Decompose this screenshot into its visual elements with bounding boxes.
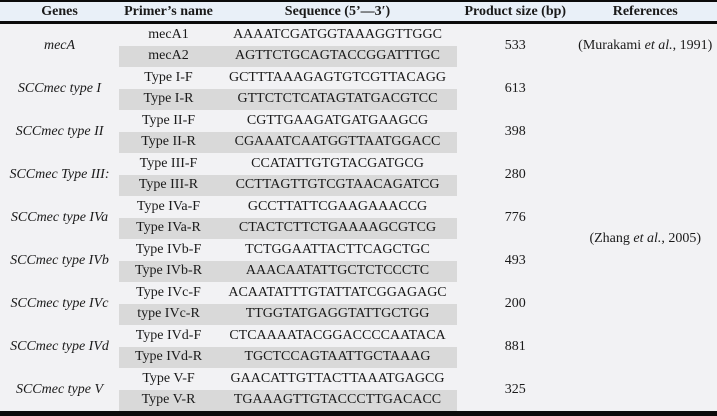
table-top-rule — [0, 0, 717, 2]
table-body: mecA mecA1 AAAATCGATGGTAAAGGTTGGC 533 (Murak… — [0, 24, 717, 411]
product-size-cell: 325 — [504, 381, 526, 397]
column-header-references: References — [573, 2, 717, 24]
sequence-cell: GAACATTGTTACTTAAATGAGCG — [230, 370, 445, 386]
table-row: Type I-R GTTCTCTCATAGTATGACGTCC — [0, 88, 717, 110]
product-size-cell: 493 — [504, 252, 526, 268]
product-size-cell: 200 — [504, 295, 526, 311]
sequence-cell: GTTCTCTCATAGTATGACGTCC — [218, 88, 457, 110]
product-size-cell: 398 — [504, 123, 526, 139]
primer-name-cell: Type II-F — [141, 112, 196, 128]
primer-name-cell: Type III-F — [139, 155, 198, 171]
product-size-cell: 280 — [504, 166, 526, 182]
gene-cell: SCCmec type IVa — [10, 209, 109, 225]
gene-cell: SCCmec type II — [15, 123, 104, 139]
column-header-product-size: Product size (bp) — [457, 2, 574, 24]
primer-name-cell: Type III-R — [119, 174, 218, 196]
primer-name-cell: Type IVb-R — [119, 260, 218, 282]
primer-name-cell: mecA1 — [148, 26, 189, 42]
gene-cell: SCCmec Type III: — [9, 166, 110, 182]
sequence-cell: GCTTTAAAGAGTGTCGTTACAGG — [228, 69, 447, 85]
table-row: SCCmec Type III: Type III-F CCATATTGTGTACG… — [0, 153, 717, 182]
gene-cell: SCCmec type V — [15, 381, 104, 397]
primer-name-cell: mecA2 — [119, 45, 218, 67]
gene-cell: SCCmec type IVb — [10, 252, 109, 268]
column-header-primer-name: Primer’s name — [119, 2, 218, 24]
sequence-cell: TGCTCCAGTAATTGCTAAAG — [218, 346, 457, 368]
sequence-cell: ACAATATTTGTATTATCGGAGAGC — [228, 284, 447, 300]
column-header-genes: Genes — [0, 2, 119, 24]
table-bottom-rule — [0, 411, 717, 416]
sequence-cell: CGTTGAAGATGATGAAGCG — [246, 112, 429, 128]
sequence-cell: TGAAAGTTGTACCCTTGACACC — [218, 389, 457, 411]
sequence-cell: TTGGTATGAGGTATTGCTGG — [218, 303, 457, 325]
reference-etal: et al. — [633, 231, 662, 246]
table-row: SCCmec type V Type V-F GAACATTGTTACTTAAATG… — [0, 368, 717, 397]
primer-name-cell: Type I-F — [144, 69, 193, 85]
reference-text: (Zhang — [589, 231, 634, 246]
header-underline-rule — [0, 21, 717, 24]
table-row: Type II-R CGAAATCAATGGTTAATGGACC — [0, 131, 717, 153]
reference-year: , 2005) — [661, 231, 702, 246]
table-row: Type IVb-R AAACAATATTGCTCTCCCTC — [0, 260, 717, 282]
primer-name-cell: Type V-F — [142, 370, 195, 386]
header-row: Genes Primer’s name Sequence (5’—3′) Pro… — [0, 2, 717, 24]
column-header-sequence: Sequence (5’—3′) — [218, 2, 457, 24]
table-row: SCCmec type IVa Type IVa-F GCCTTATTCGAAGAA… — [0, 196, 717, 225]
primer-name-cell: Type IVc-F — [136, 284, 201, 300]
primer-name-cell: Type II-R — [119, 131, 218, 153]
product-size-cell: 776 — [504, 209, 526, 225]
table-row: Type IVa-R CTACTCTTCTGAAAAGCGTCG — [0, 217, 717, 239]
product-size-cell: 533 — [504, 37, 526, 53]
table-row: SCCmec type IVb Type IVb-F TCTGGAATTACTTCA… — [0, 239, 717, 268]
primer-name-cell: Type IVd-R — [119, 346, 218, 368]
table-row: type IVc-R TTGGTATGAGGTATTGCTGG — [0, 303, 717, 325]
sequence-cell: CCATATTGTGTACGATGCG — [251, 155, 424, 171]
primer-name-cell: Type IVd-F — [135, 327, 202, 343]
sequence-cell: CTACTCTTCTGAAAAGCGTCG — [218, 217, 457, 239]
table-row: Type V-R TGAAAGTTGTACCCTTGACACC — [0, 389, 717, 411]
primer-name-cell: Type IVa-F — [136, 198, 201, 214]
reference-cell: (Murakami et al., 1991) — [574, 24, 717, 67]
sequence-cell: GCCTTATTCGAAGAAACCG — [247, 198, 428, 214]
gene-cell: SCCmec type I — [17, 80, 102, 96]
sequence-cell: CCTTAGTTGTCGTAACAGATCG — [218, 174, 457, 196]
table-row: Type IVd-R TGCTCCAGTAATTGCTAAAG — [0, 346, 717, 368]
gene-cell: mecA — [43, 37, 76, 53]
reference-cell: (Zhang et al., 2005) — [574, 67, 717, 411]
reference-year: , 1991) — [672, 37, 713, 53]
product-size-cell: 881 — [504, 338, 526, 354]
primer-name-cell: Type I-R — [119, 88, 218, 110]
primer-name-cell: Type IVb-F — [135, 241, 202, 257]
reference-text: (Murakami — [578, 37, 645, 53]
sequence-cell: TCTGGAATTACTTCAGCTGC — [245, 241, 430, 257]
primer-name-cell: Type IVa-R — [119, 217, 218, 239]
table-row: SCCmec type IVc Type IVc-F ACAATATTTGTATTA… — [0, 282, 717, 311]
primer-name-cell: type IVc-R — [119, 303, 218, 325]
gene-cell: SCCmec type IVc — [10, 295, 109, 311]
table-row: SCCmec type I Type I-F GCTTTAAAGAGTGTCGTTA… — [0, 67, 717, 246]
table-row: mecA mecA1 AAAATCGATGGTAAAGGTTGGC 533 (Murak… — [0, 24, 717, 53]
table-row: Type III-R CCTTAGTTGTCGTAACAGATCG — [0, 174, 717, 196]
sequence-cell: AAAATCGATGGTAAAGGTTGGC — [233, 26, 442, 42]
product-size-cell: 613 — [504, 80, 526, 96]
gene-cell: SCCmec type IVd — [10, 338, 109, 354]
sequence-cell: CGAAATCAATGGTTAATGGACC — [218, 131, 457, 153]
table-row: mecA2 AGTTCTGCAGTACCGGATTTGC — [0, 45, 717, 67]
table-row: SCCmec type II Type II-F CGTTGAAGATGATGAAG… — [0, 110, 717, 139]
sequence-cell: AAACAATATTGCTCTCCCTC — [218, 260, 457, 282]
sequence-cell: CTCAAAATACGGACCCCAATACA — [229, 327, 446, 343]
primer-name-cell: Type V-R — [119, 389, 218, 411]
sequence-cell: AGTTCTGCAGTACCGGATTTGC — [218, 45, 457, 67]
table-row: SCCmec type IVd Type IVd-F CTCAAAATACGGACC… — [0, 325, 717, 354]
reference-etal: et al. — [644, 37, 673, 53]
table-header: Genes Primer’s name Sequence (5’—3′) Pro… — [0, 2, 717, 24]
